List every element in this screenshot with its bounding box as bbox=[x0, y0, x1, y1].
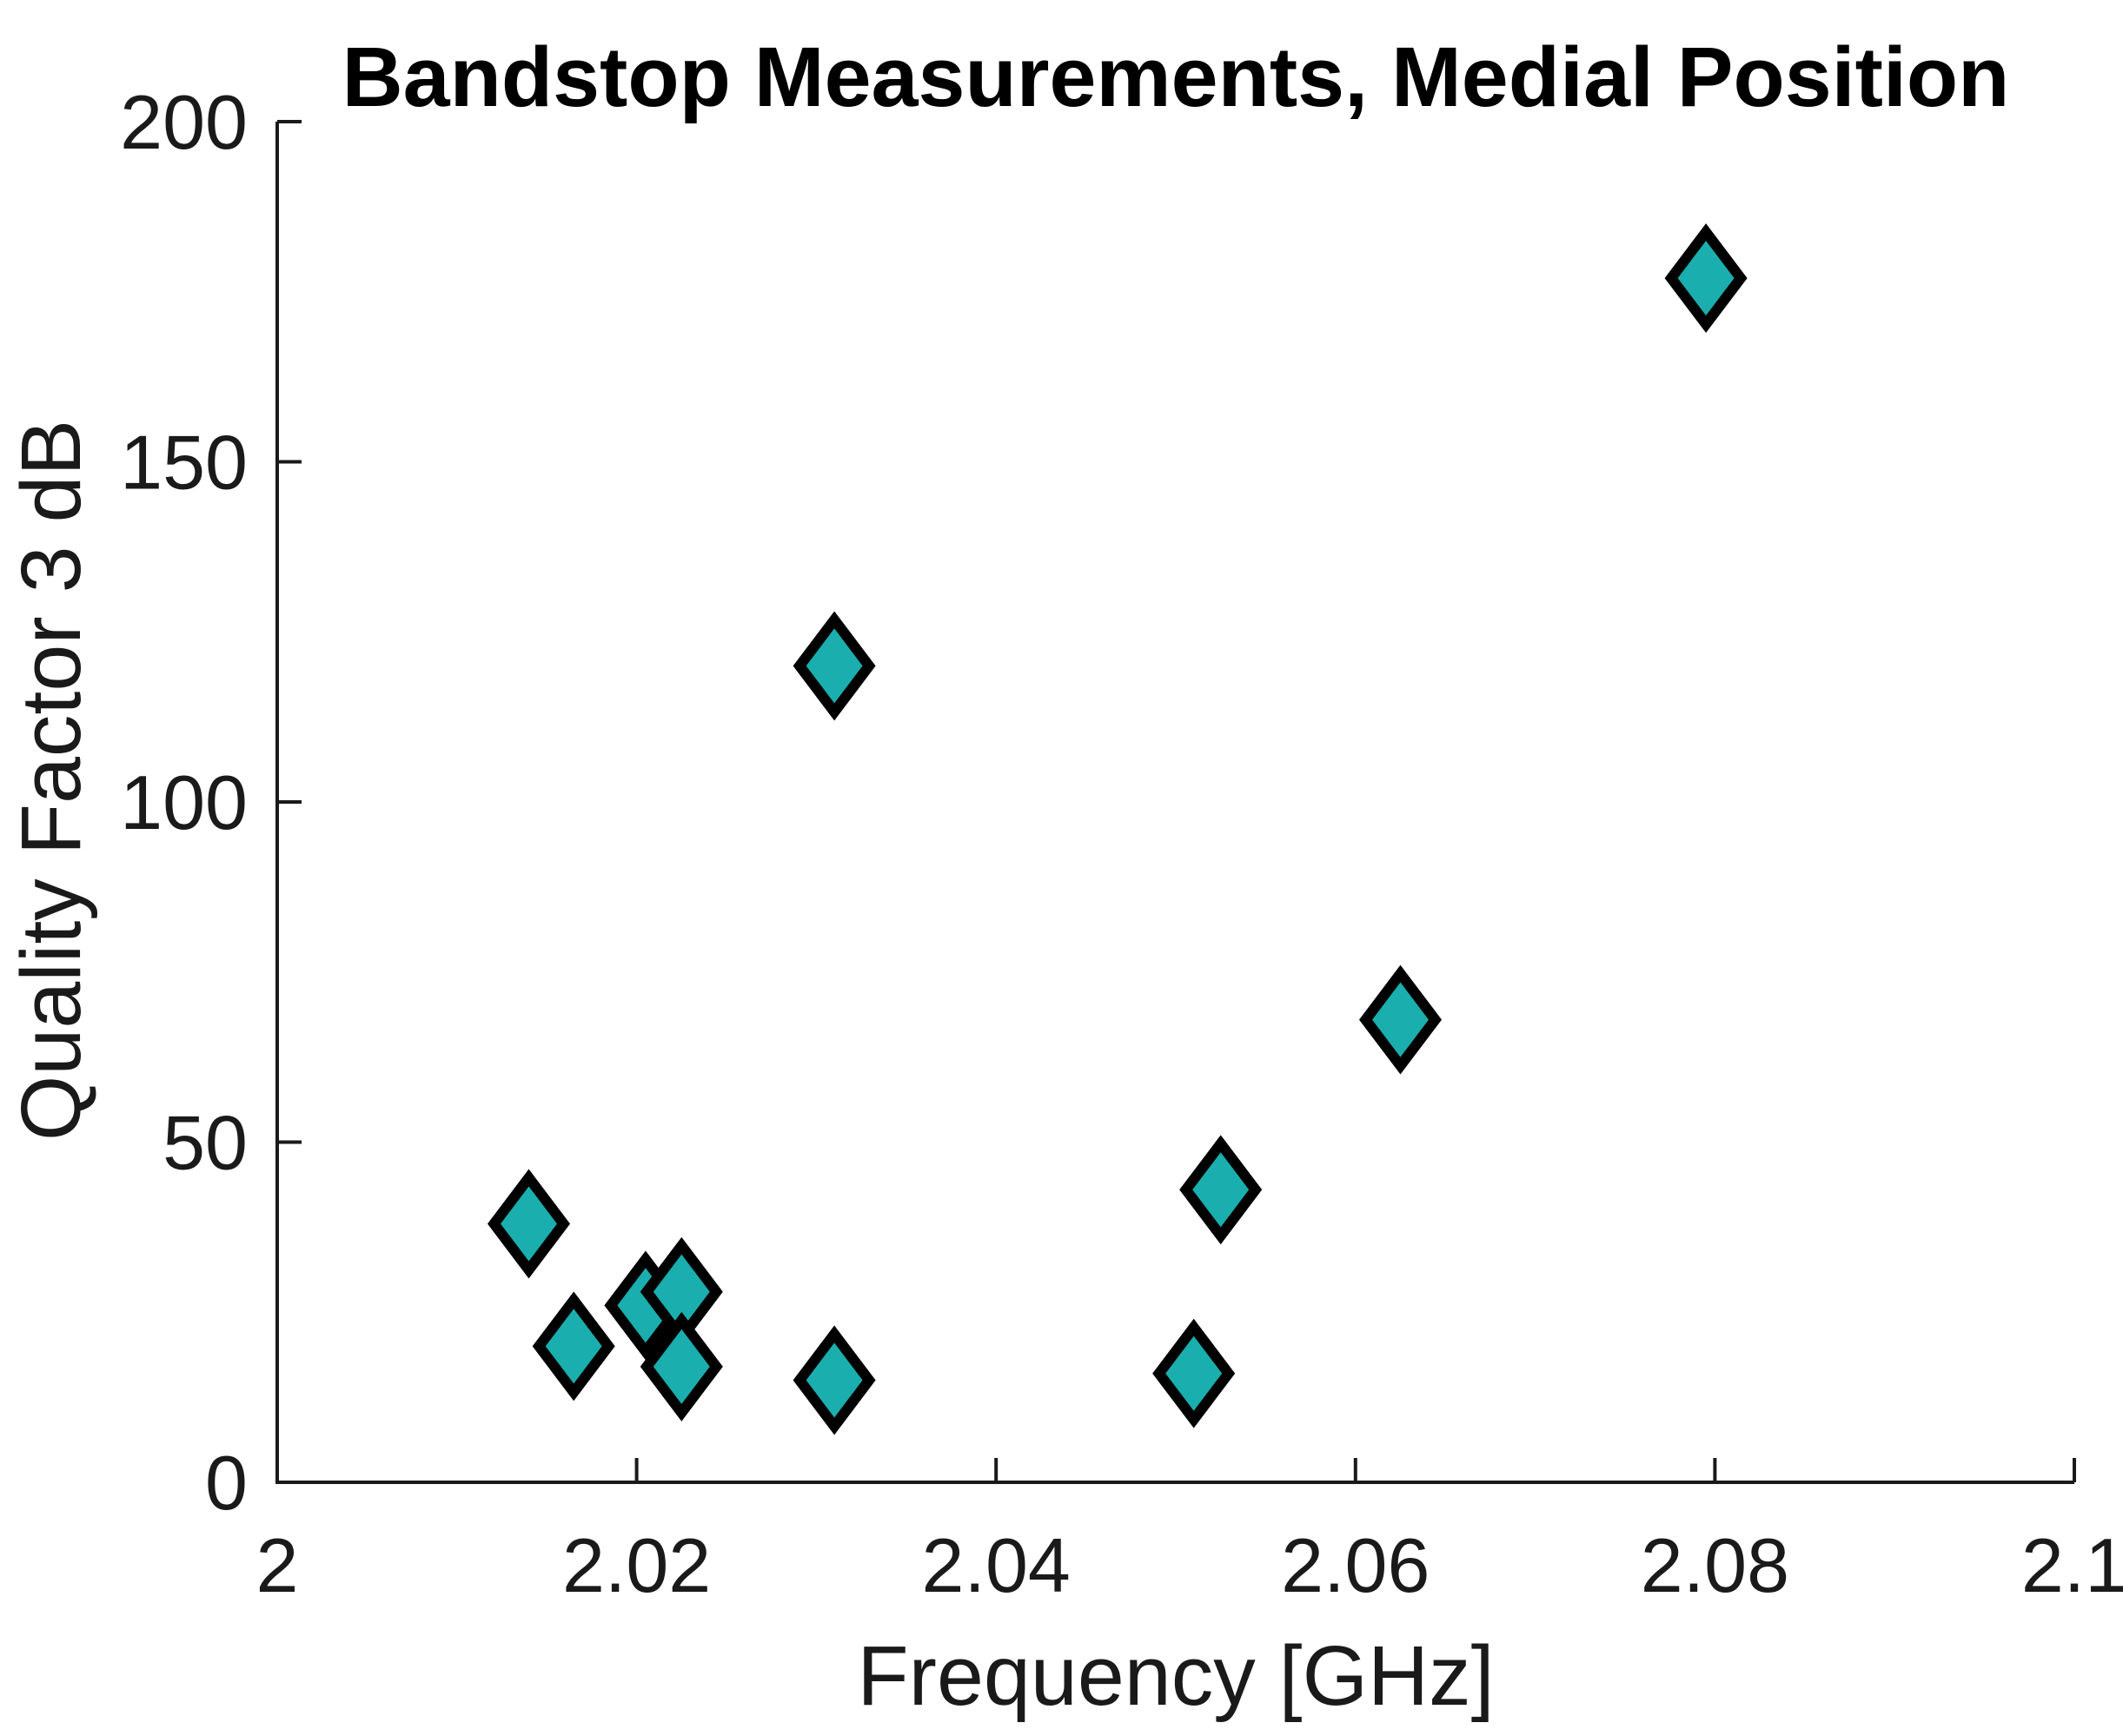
data-point-diamond-icon bbox=[793, 611, 876, 721]
axis-spines bbox=[275, 122, 2074, 1484]
data-point-diamond-icon bbox=[487, 1169, 571, 1279]
y-tick-label: 0 bbox=[205, 1440, 248, 1526]
data-point-diamond-icon bbox=[640, 1311, 723, 1421]
y-tick-label: 100 bbox=[120, 759, 248, 845]
x-axis-label: Frequency [GHz] bbox=[857, 1628, 1494, 1723]
chart-title: Bandstop Measurements, Medial Position bbox=[342, 30, 2010, 124]
x-tick-label: 2.02 bbox=[562, 1522, 711, 1608]
y-tick-label: 150 bbox=[120, 420, 248, 506]
data-point-diamond-icon bbox=[793, 1325, 876, 1435]
x-tick-label: 2.08 bbox=[1641, 1522, 1789, 1608]
y-tick-label: 50 bbox=[163, 1100, 248, 1186]
data-point-diamond-icon bbox=[1664, 223, 1748, 334]
data-point-diamond-icon bbox=[1179, 1135, 1263, 1245]
tick-labels: 2 2.02 2.04 2.06 2.08 2.1 0 50 100 150 200 bbox=[120, 79, 2123, 1608]
x-tick-label: 2.04 bbox=[922, 1522, 1071, 1608]
y-tick-label: 200 bbox=[120, 79, 248, 165]
x-tick-label: 2 bbox=[256, 1522, 299, 1608]
data-point-diamond-icon bbox=[1152, 1318, 1236, 1428]
axes bbox=[275, 120, 2076, 1484]
data-points bbox=[487, 223, 1748, 1435]
x-tick-label: 2.06 bbox=[1281, 1522, 1430, 1608]
data-point-diamond-icon bbox=[532, 1291, 615, 1401]
y-axis-label: Quality Factor 3 dB bbox=[3, 420, 98, 1141]
data-point-diamond-icon bbox=[1358, 964, 1443, 1075]
x-tick-label: 2.1 bbox=[2021, 1522, 2123, 1608]
